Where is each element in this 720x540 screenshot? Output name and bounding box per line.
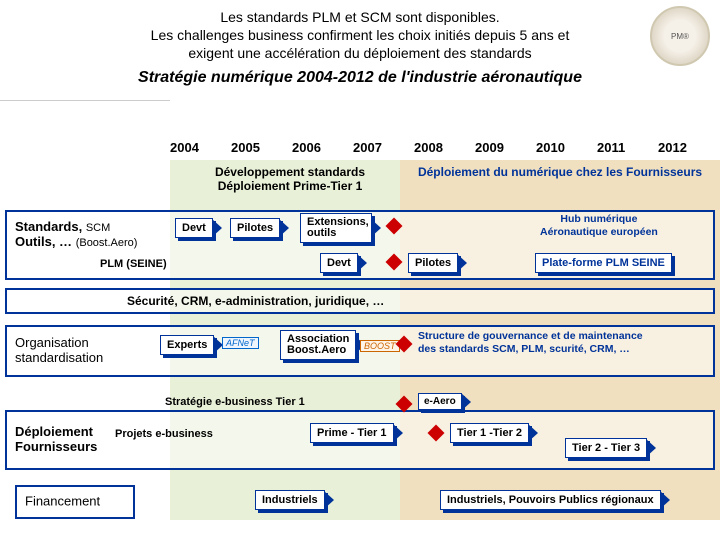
- box-extensions: Extensions, outils: [300, 213, 372, 243]
- box-plateforme: Plate-forme PLM SEINE: [535, 253, 672, 273]
- header-line-1: Les standards PLM et SCM sont disponible…: [40, 8, 680, 26]
- divider: [0, 100, 170, 101]
- lane-standards-label: Standards, SCM Outils, … (Boost.Aero): [15, 220, 137, 250]
- lane-securite: Sécurité, CRM, e-administration, juridiq…: [5, 288, 715, 314]
- phase-left-1: Développement standards: [180, 165, 400, 179]
- year: 2004: [170, 140, 231, 155]
- year: 2010: [536, 140, 597, 155]
- governance-text: Structure de gouvernance et de maintenan…: [418, 330, 708, 355]
- header-line-3: exigent une accélération du déploiement …: [40, 44, 680, 62]
- box-prime: Prime - Tier 1: [310, 423, 394, 443]
- box-tier23: Tier 2 - Tier 3: [565, 438, 647, 458]
- lane-fin-label: Financement: [25, 495, 100, 510]
- afnet-badge: AFNeT: [222, 337, 259, 349]
- year: 2005: [231, 140, 292, 155]
- boost-badge: BOOST: [360, 340, 400, 352]
- box-association: Association Boost.Aero: [280, 330, 356, 360]
- box-regionaux: Industriels, Pouvoirs Publics régionaux: [440, 490, 661, 510]
- hub-label: Hub numérique Aéronautique européen: [540, 213, 658, 238]
- phase-right: Déploiement du numérique chez les Fourni…: [400, 165, 720, 179]
- logo: PM®: [650, 6, 710, 66]
- year: 2007: [353, 140, 414, 155]
- phase-left: Développement standards Déploiement Prim…: [180, 165, 400, 194]
- box-pilotes: Pilotes: [230, 218, 280, 238]
- header: Les standards PLM et SCM sont disponible…: [0, 0, 720, 91]
- year: 2009: [475, 140, 536, 155]
- lane-deploy-label: DéploiementFournisseurs: [15, 425, 97, 455]
- box-eaero: e-Aero: [418, 393, 462, 410]
- year: 2006: [292, 140, 353, 155]
- securite-text: Sécurité, CRM, e-administration, juridiq…: [127, 294, 384, 308]
- year: 2008: [414, 140, 475, 155]
- timeline: 2004 2005 2006 2007 2008 2009 2010 2011 …: [170, 140, 720, 155]
- year: 2012: [658, 140, 719, 155]
- page-title: Stratégie numérique 2004-2012 de l'indus…: [40, 69, 680, 87]
- lane-financement: Financement: [15, 485, 135, 519]
- box-experts: Experts: [160, 335, 214, 355]
- phase-left-2: Déploiement Prime-Tier 1: [180, 179, 400, 193]
- plm-seine-label: PLM (SEINE): [100, 258, 167, 270]
- header-line-2: Les challenges business confirment les c…: [40, 26, 680, 44]
- box-devt: Devt: [175, 218, 213, 238]
- year: 2011: [597, 140, 658, 155]
- lane-org-label: Organisationstandardisation: [15, 336, 103, 366]
- box-devt2: Devt: [320, 253, 358, 273]
- strat-ebiz: Stratégie e-business Tier 1: [165, 396, 305, 408]
- box-pilotes2: Pilotes: [408, 253, 458, 273]
- projets-ebiz: Projets e-business: [115, 428, 213, 440]
- box-tier12: Tier 1 -Tier 2: [450, 423, 529, 443]
- box-industriels: Industriels: [255, 490, 325, 510]
